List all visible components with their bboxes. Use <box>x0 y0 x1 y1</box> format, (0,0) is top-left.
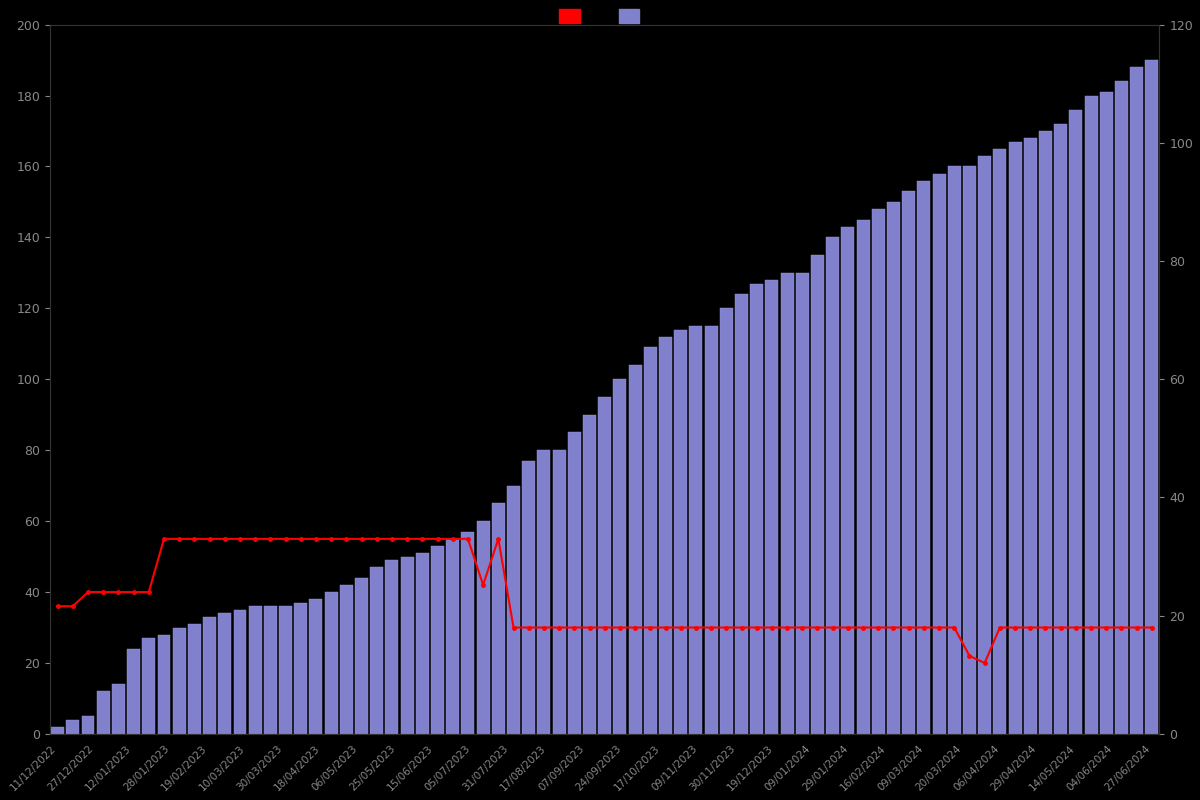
Bar <box>431 546 444 734</box>
Bar <box>750 283 763 734</box>
Bar <box>310 599 323 734</box>
Bar <box>720 308 733 734</box>
Bar <box>948 166 961 734</box>
Bar <box>690 326 702 734</box>
Bar <box>1115 82 1128 734</box>
Bar <box>188 624 200 734</box>
Bar <box>203 617 216 734</box>
Bar <box>538 450 551 734</box>
Bar <box>248 606 262 734</box>
Bar <box>918 181 930 734</box>
Bar <box>476 521 490 734</box>
Bar <box>674 330 688 734</box>
Bar <box>157 634 170 734</box>
Bar <box>325 592 337 734</box>
Bar <box>446 539 460 734</box>
Bar <box>52 727 64 734</box>
Bar <box>978 156 991 734</box>
Bar <box>827 238 839 734</box>
Bar <box>340 585 353 734</box>
Bar <box>568 433 581 734</box>
Bar <box>659 337 672 734</box>
Bar <box>1085 95 1098 734</box>
Bar <box>264 606 277 734</box>
Bar <box>143 638 155 734</box>
Bar <box>736 294 748 734</box>
Bar <box>613 379 626 734</box>
Bar <box>97 691 109 734</box>
Bar <box>522 461 535 734</box>
Bar <box>294 602 307 734</box>
Bar <box>994 149 1007 734</box>
Bar <box>583 414 596 734</box>
Bar <box>629 365 642 734</box>
Bar <box>553 450 565 734</box>
Bar <box>1069 110 1082 734</box>
Bar <box>1024 138 1037 734</box>
Bar <box>766 280 779 734</box>
Bar <box>280 606 292 734</box>
Bar <box>781 273 793 734</box>
Bar <box>872 209 884 734</box>
Bar <box>127 649 140 734</box>
Bar <box>234 610 246 734</box>
Bar <box>508 486 520 734</box>
Bar <box>371 567 383 734</box>
Bar <box>401 557 414 734</box>
Bar <box>796 273 809 734</box>
Bar <box>857 220 870 734</box>
Bar <box>416 553 428 734</box>
Bar <box>599 397 611 734</box>
Bar <box>811 255 824 734</box>
Bar <box>932 174 946 734</box>
Bar <box>841 226 854 734</box>
Bar <box>1009 142 1021 734</box>
Bar <box>355 578 368 734</box>
Bar <box>1039 131 1052 734</box>
Bar <box>644 347 656 734</box>
Bar <box>964 166 976 734</box>
Bar <box>462 532 474 734</box>
Bar <box>1055 124 1067 734</box>
Bar <box>66 720 79 734</box>
Bar <box>173 627 186 734</box>
Bar <box>112 684 125 734</box>
Bar <box>218 614 232 734</box>
Bar <box>492 503 505 734</box>
Bar <box>82 716 95 734</box>
Bar <box>887 202 900 734</box>
Bar <box>902 191 916 734</box>
Bar <box>1145 60 1158 734</box>
Bar <box>1100 92 1112 734</box>
Bar <box>704 326 718 734</box>
Bar <box>1130 67 1144 734</box>
Legend: , : , <box>553 3 656 29</box>
Bar <box>385 560 398 734</box>
